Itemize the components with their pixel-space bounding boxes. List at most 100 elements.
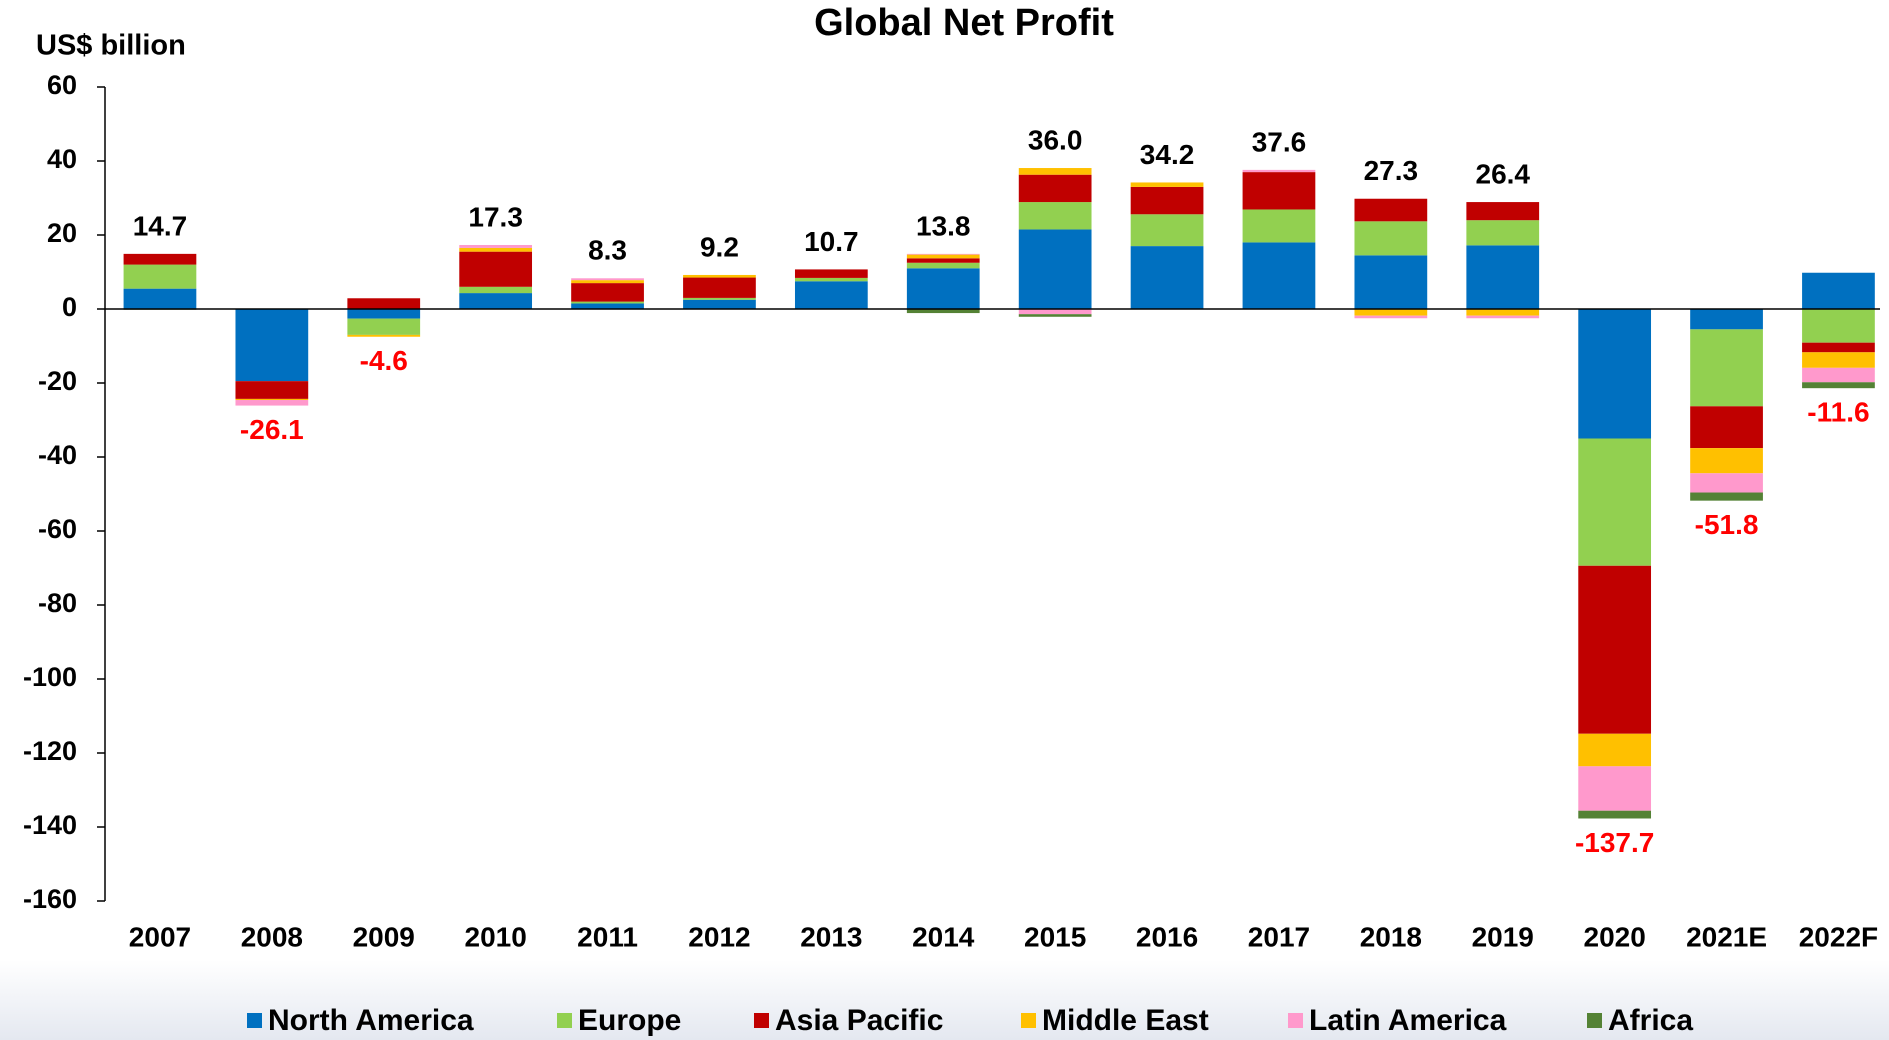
y-tick-label: -20: [38, 366, 77, 396]
bar-segment: [1690, 492, 1763, 501]
bar-segment: [1130, 186, 1204, 215]
bar-segment: [1578, 766, 1652, 811]
bar-segment: [1802, 342, 1875, 353]
legend-swatch: [1288, 1013, 1303, 1028]
bar-segment: [1466, 202, 1540, 221]
total-label: 14.7: [133, 210, 188, 241]
bar-segment: [1578, 810, 1652, 819]
bar-segment: [347, 309, 421, 319]
bar-segment: [1690, 309, 1763, 330]
legend-swatch: [247, 1013, 262, 1028]
bar-segment: [683, 299, 756, 309]
bar-segment: [459, 244, 533, 248]
bar-segment: [1690, 329, 1763, 407]
bar-segment: [235, 381, 309, 399]
bar-segment: [571, 278, 644, 281]
bar-segment: [683, 297, 756, 300]
bar-segment: [1466, 220, 1540, 246]
bar-segment: [1466, 315, 1540, 319]
bar-segment: [906, 309, 980, 314]
bar-segment: [1578, 309, 1652, 439]
x-tick-label: 2011: [577, 921, 638, 952]
bar-segment: [683, 277, 756, 298]
bar-segment: [1354, 315, 1428, 319]
bar-segment: [1802, 272, 1875, 309]
bar-segment: [235, 309, 309, 382]
x-tick-label: 2017: [1248, 921, 1310, 952]
bar-segment: [1242, 169, 1316, 173]
total-label: 26.4: [1476, 158, 1531, 189]
bar-segment: [347, 318, 421, 335]
x-tick-label: 2018: [1360, 921, 1422, 952]
total-label: 37.6: [1252, 126, 1307, 157]
y-tick-label: -120: [23, 736, 77, 766]
bar-segment: [571, 303, 644, 309]
bar-segment: [1578, 438, 1652, 566]
total-label: -11.6: [1807, 397, 1869, 428]
x-tick-label: 2012: [688, 921, 750, 952]
bar-segment: [1018, 174, 1092, 203]
legend-label: Africa: [1608, 1004, 1693, 1037]
bar-segment: [235, 400, 309, 406]
total-label: 34.2: [1140, 139, 1195, 170]
bar-segment: [1578, 565, 1652, 734]
bar-segment: [1018, 229, 1092, 309]
bar-segment: [1802, 382, 1875, 389]
bar-segment: [1578, 733, 1652, 767]
total-label: 17.3: [468, 201, 523, 232]
y-tick-label: 0: [62, 292, 77, 322]
total-label: 13.8: [916, 210, 971, 241]
bar-segment: [1018, 168, 1092, 175]
bar-segment: [906, 262, 980, 269]
y-tick-label: 60: [47, 70, 77, 100]
legend-label: Latin America: [1309, 1004, 1507, 1037]
bar-segment: [123, 253, 197, 265]
bar-segment: [1690, 406, 1763, 449]
total-label: 9.2: [700, 231, 739, 262]
y-tick-label: -80: [38, 588, 77, 618]
bar-segment: [1354, 255, 1428, 309]
bar-segment: [123, 264, 197, 289]
legend-label: Europe: [578, 1004, 681, 1037]
bar-segment: [1130, 246, 1204, 309]
total-label: 10.7: [804, 226, 859, 257]
y-tick-label: 40: [47, 144, 77, 174]
bar-segment: [1242, 209, 1316, 243]
total-label: -51.8: [1695, 509, 1759, 540]
x-tick-label: 2008: [241, 921, 303, 952]
total-label: -26.1: [240, 414, 304, 445]
legend-label: Asia Pacific: [775, 1004, 943, 1037]
bar-segment: [1130, 214, 1204, 247]
bar-segment: [459, 286, 533, 294]
y-axis-label: US$ billion: [36, 30, 186, 62]
x-tick-label: 2013: [800, 921, 862, 952]
y-tick-label: -140: [23, 810, 77, 840]
bar-segment: [1466, 309, 1540, 316]
y-tick-label: -60: [38, 514, 77, 544]
x-tick-label: 2014: [912, 921, 975, 952]
bar-segment: [459, 293, 533, 309]
x-tick-label: 2022F: [1799, 921, 1878, 952]
x-tick-label: 2019: [1472, 921, 1534, 952]
bar-segment: [1018, 202, 1092, 230]
bar-segment: [1802, 352, 1875, 368]
bar-segment: [459, 251, 533, 287]
chart-title: Global Net Profit: [814, 2, 1114, 44]
x-tick-label: 2010: [465, 921, 527, 952]
total-label: -137.7: [1575, 827, 1654, 858]
y-tick-label: -100: [23, 662, 77, 692]
legend-swatch: [754, 1013, 769, 1028]
total-label: 27.3: [1364, 155, 1419, 186]
bar-segment: [1690, 448, 1763, 474]
x-tick-label: 2016: [1136, 921, 1198, 952]
total-label: 36.0: [1028, 124, 1083, 155]
bar-segment: [1802, 309, 1875, 343]
x-tick-label: 2021E: [1686, 921, 1767, 952]
y-tick-label: -40: [38, 440, 77, 470]
bar-segment: [906, 258, 980, 263]
bar-segment: [571, 280, 644, 284]
bar-segment: [347, 298, 421, 309]
bar-segment: [571, 283, 644, 302]
bar-segment: [1354, 221, 1428, 256]
bar-segment: [1242, 172, 1316, 210]
